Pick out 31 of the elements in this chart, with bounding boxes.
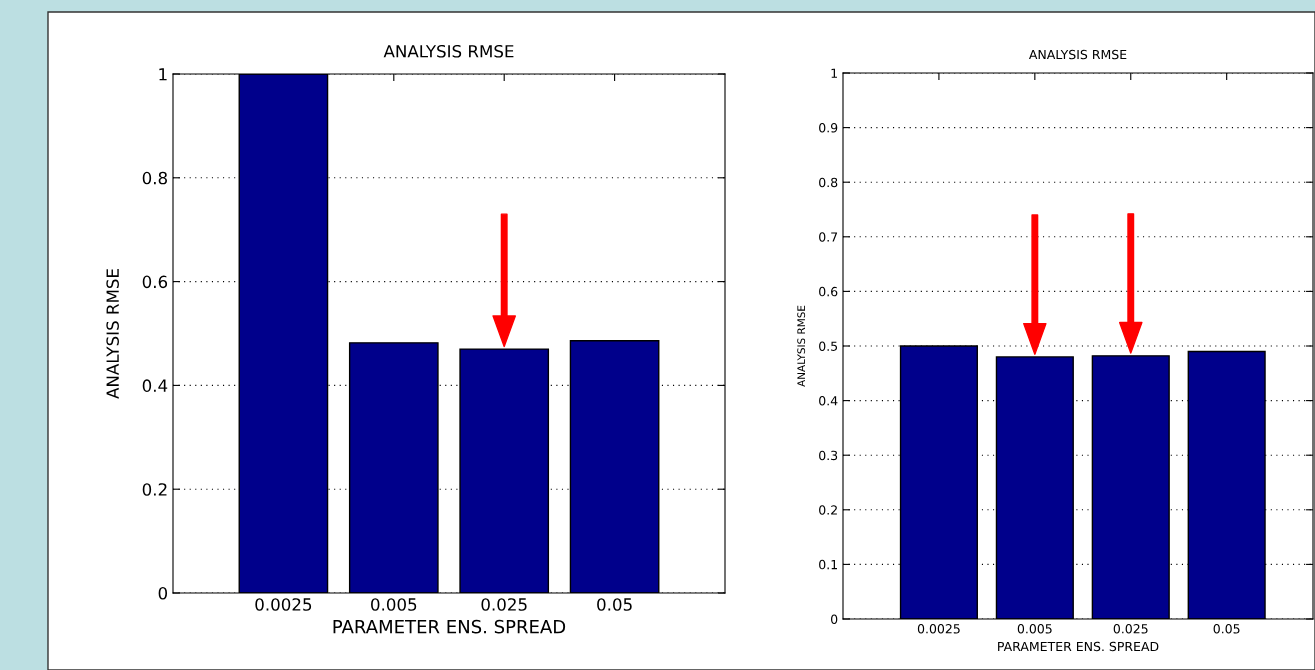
x-axis-title: PARAMETER ENS. SPREAD [998,641,1159,652]
y-tick-label: 0.4 [142,379,168,392]
y-tick-label: 0.8 [142,171,167,185]
y-tick-label: 1 [159,68,167,81]
x-tick-label: 0.05 [597,598,632,611]
y-tick-label: 0.7 [819,232,838,242]
x-tick-label: 0.0025 [255,598,312,611]
y-tick-label: 1 [831,68,837,78]
x-tick-label: 0.005 [1017,624,1052,634]
chart-title: ANALYSIS RMSE [1028,49,1127,60]
y-tick-label: 0 [158,586,168,600]
x-tick-label: 0.0025 [917,624,960,634]
chart-title: ANALYSIS RMSE [383,44,514,58]
y-tick-label: 0.1 [819,559,837,570]
y-tick-label: 0.2 [142,483,167,496]
y-tick-label: 0.9 [819,123,838,133]
y-axis-title: ANALYSIS RMSE [797,305,806,387]
y-tick-label: 0.8 [819,177,838,188]
x-tick-label: 0.005 [371,598,417,611]
y-tick-label: 0.3 [819,450,838,461]
y-tick-label: 0.2 [819,505,837,515]
x-tick-label: 0.025 [1113,624,1148,634]
y-tick-label: 0.5 [819,341,838,351]
y-tick-label: 0.4 [819,396,838,406]
y-axis-title: ANALYSIS RMSE [106,269,119,399]
y-tick-label: 0 [831,614,838,624]
y-tick-label: 0.6 [142,275,168,289]
x-axis-title: PARAMETER ENS. SPREAD [333,619,566,634]
x-tick-label: 0.025 [481,598,527,611]
y-tick-label: 0.6 [819,286,838,297]
x-tick-label: 0.05 [1213,624,1240,634]
